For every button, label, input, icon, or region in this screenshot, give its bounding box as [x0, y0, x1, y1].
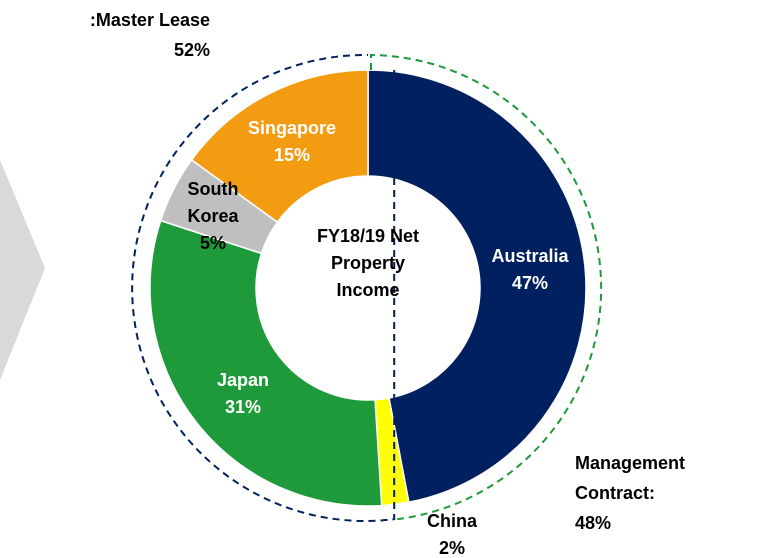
donut-slice — [367, 69, 587, 504]
slice-label: China 2% — [412, 508, 492, 558]
arrow-shape — [0, 160, 45, 380]
donut-slice — [190, 69, 369, 224]
value-label: 5% — [199, 233, 226, 253]
group-value: 48% — [575, 513, 612, 533]
value-label: 15% — [273, 145, 311, 165]
slice-label: Japan 31% — [203, 367, 283, 421]
category-label: South Korea — [187, 179, 239, 226]
group-name: Management Contract: — [575, 453, 686, 503]
center-title: FY18/19 Net Property Income — [316, 226, 420, 300]
group-label: Management Contract: 48% — [575, 448, 745, 538]
slice-label: Australia 47% — [475, 243, 585, 297]
group-name: Master Lease: — [89, 10, 210, 30]
donut-slice — [149, 219, 383, 507]
category-label: China — [426, 511, 477, 531]
category-label: Singapore — [247, 118, 336, 138]
slice-label: Singapore 15% — [237, 115, 347, 169]
group-arc — [131, 53, 396, 522]
value-label: 2% — [438, 538, 465, 558]
value-label: 47% — [511, 273, 549, 293]
group-label: Master Lease: 52% — [89, 5, 210, 65]
category-label: Australia — [491, 246, 569, 266]
category-label: Japan — [216, 370, 270, 390]
value-label: 31% — [224, 397, 262, 417]
group-value: 52% — [173, 40, 210, 60]
group-arc — [370, 53, 603, 521]
slice-label: South Korea 5% — [178, 176, 248, 257]
